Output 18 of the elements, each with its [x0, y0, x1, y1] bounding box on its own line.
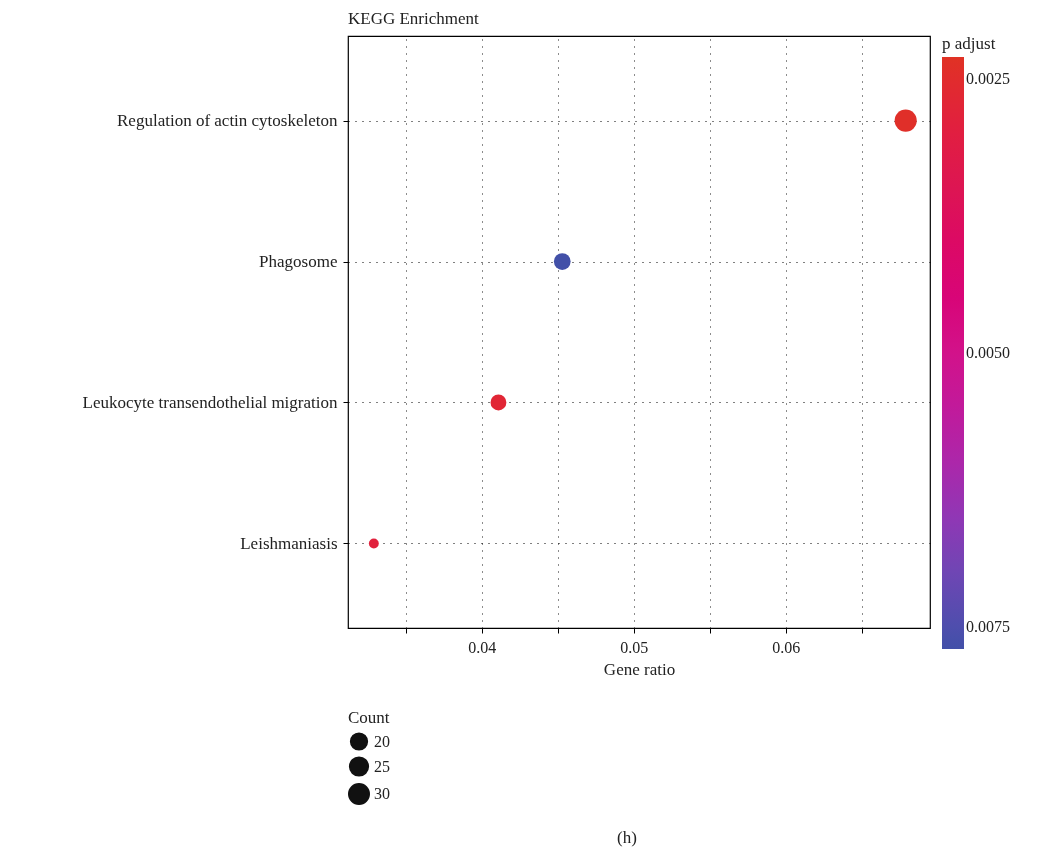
legend-label: 30 — [374, 785, 390, 802]
color-bar-label: 0.0075 — [966, 618, 1010, 636]
legend-label: 20 — [374, 732, 390, 750]
color-bar-label: 0.0025 — [966, 69, 1010, 87]
legend-title: Count — [348, 708, 390, 727]
y-tick-label: Leukocyte transendothelial migration — [82, 392, 338, 412]
x-tick-label: 0.05 — [620, 638, 649, 656]
text: (h) — [617, 828, 637, 847]
y-tick-label: Phagosome — [259, 252, 338, 272]
x-tick-label: 0.04 — [468, 638, 497, 656]
color-bar-title: p adjust — [942, 34, 996, 53]
legend-label: 25 — [374, 757, 390, 775]
y-tick-label: Leishmaniasis — [240, 533, 338, 553]
chart-title: KEGG Enrichment — [348, 9, 480, 28]
x-tick-label: 0.06 — [772, 638, 801, 656]
x-axis-title: Gene ratio — [603, 659, 676, 679]
color-bar-label: 0.0050 — [966, 344, 1010, 361]
y-tick-label: Regulation of actin cytoskeleton — [117, 111, 338, 131]
